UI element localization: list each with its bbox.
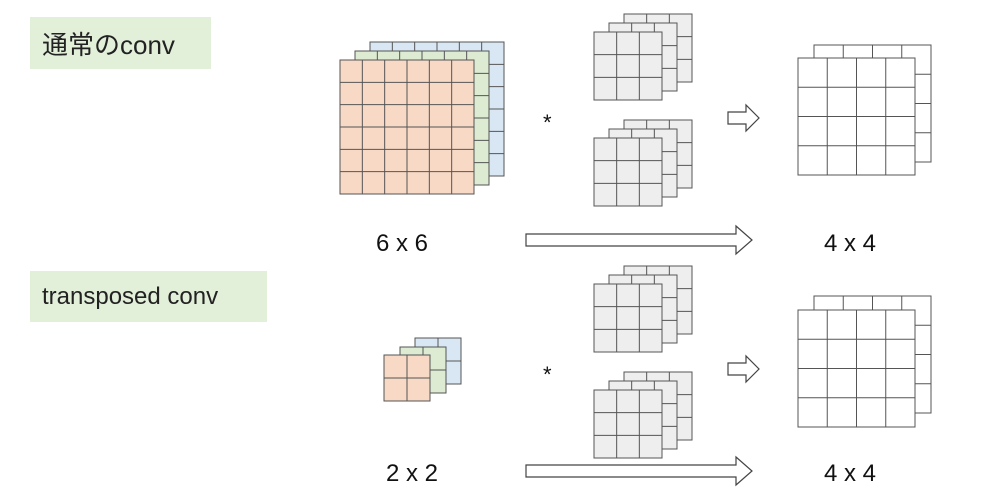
dim-normal-output: 4 x 4 xyxy=(824,230,877,257)
label-normal-conv-text: 通常のconv xyxy=(42,29,175,60)
label-normal-conv: 通常のconv xyxy=(30,17,211,69)
arrow-long-transposed xyxy=(525,455,753,487)
kernel-transposed-2-layer-1 xyxy=(593,389,663,459)
arrow-layer xyxy=(525,103,760,487)
input-6x6-channel-1 xyxy=(339,59,475,195)
grid-layer xyxy=(339,13,932,459)
kernel-normal-1-layer-1 xyxy=(593,31,663,101)
label-transposed-conv-text: transposed conv xyxy=(42,282,219,310)
dim-transposed-input: 2 x 2 xyxy=(386,460,439,487)
dim-normal-input: 6 x 6 xyxy=(376,230,429,257)
dim-transposed-output: 4 x 4 xyxy=(824,460,877,487)
input-2x2-channel-1 xyxy=(383,354,431,402)
operator-transposed: * xyxy=(543,362,552,387)
output-normal-front xyxy=(797,57,916,176)
output-transposed-front xyxy=(797,309,916,428)
kernel-normal-2-layer-1 xyxy=(593,137,663,207)
arrow-small-transposed xyxy=(727,354,760,384)
arrow-long-normal xyxy=(525,224,753,256)
operator-normal: * xyxy=(543,110,552,135)
kernel-transposed-1-layer-1 xyxy=(593,283,663,353)
label-transposed-conv: transposed conv xyxy=(30,271,267,322)
arrow-small-normal xyxy=(727,103,760,133)
